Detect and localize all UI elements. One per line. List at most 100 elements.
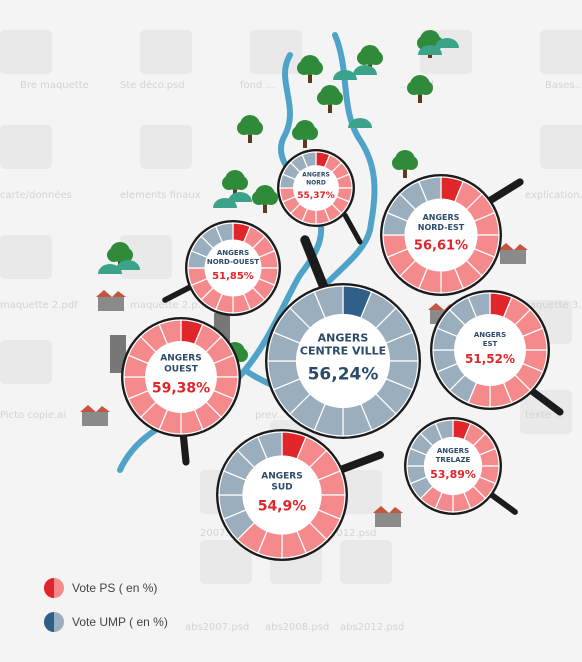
background-file-icon bbox=[200, 540, 252, 584]
district-name: ANGERS bbox=[423, 213, 460, 222]
background-file-label: 2012.psd bbox=[330, 528, 377, 539]
decorative-layer bbox=[80, 30, 528, 527]
background-file-icon bbox=[140, 30, 192, 74]
tree-icon bbox=[407, 75, 433, 103]
gauge-center bbox=[454, 314, 526, 386]
river bbox=[322, 32, 378, 288]
background-file-icon bbox=[0, 125, 52, 169]
background-file-label: abs2008.psd bbox=[265, 622, 329, 633]
hill-icon bbox=[418, 45, 442, 55]
background-file-icon bbox=[0, 340, 52, 384]
gauge-center bbox=[296, 314, 390, 408]
background-file-label: explication... bbox=[525, 190, 582, 201]
background-file-label: maquette 2.p... bbox=[130, 300, 207, 311]
district-name: ANGERS bbox=[318, 331, 369, 344]
hill-icon bbox=[98, 264, 122, 274]
ps-swatch-icon bbox=[44, 578, 64, 598]
legend-ump-label: Vote UMP ( en %) bbox=[72, 615, 168, 629]
gauge-center bbox=[293, 165, 339, 211]
background-file-icon bbox=[0, 235, 52, 279]
tree-icon bbox=[292, 120, 318, 148]
background-file-label: Bre maquette bbox=[20, 80, 89, 91]
district-name: EST bbox=[483, 340, 498, 348]
house-icon bbox=[96, 290, 126, 311]
tower-icon bbox=[110, 335, 126, 373]
magnifier-handle bbox=[179, 428, 190, 466]
background-file-icon bbox=[540, 30, 582, 74]
background-file-icon bbox=[520, 390, 572, 434]
tree-icon bbox=[237, 115, 263, 143]
background-file-icon bbox=[340, 540, 392, 584]
background-file-label: 2007... bbox=[200, 528, 235, 539]
background-file-icon bbox=[0, 30, 52, 74]
tree-icon bbox=[392, 150, 418, 178]
district-name: NORD bbox=[306, 179, 326, 186]
background-file-label: carte/données bbox=[0, 189, 72, 201]
gauge-center bbox=[405, 199, 477, 271]
district-gauges: ANGERSNORD55,37%ANGERSNORD-EST56,61%ANGE… bbox=[121, 149, 564, 561]
district-name: NORD-EST bbox=[418, 223, 465, 232]
background-file-icon bbox=[250, 30, 302, 74]
district-name: ANGERS bbox=[474, 331, 506, 339]
magnifier-handle bbox=[300, 235, 330, 295]
background-file-label: texte ... bbox=[525, 410, 564, 421]
background-file-label: Ste déco.psd bbox=[120, 79, 185, 91]
hill-icon bbox=[333, 70, 357, 80]
district-value: 51,52% bbox=[465, 352, 515, 366]
district-value: 51,85% bbox=[212, 271, 254, 282]
background-file-label: Bases... desssins bbox=[545, 80, 582, 91]
district-name: ANGERS bbox=[261, 472, 302, 482]
gauge-center bbox=[145, 341, 217, 413]
district-name: CENTRE VILLE bbox=[300, 344, 386, 357]
background-file-label: maquette 2.pdf bbox=[0, 300, 78, 311]
legend-ump: Vote UMP ( en %) bbox=[44, 612, 168, 632]
district-value: 55,37% bbox=[297, 191, 335, 201]
background-file-label: fond ... bbox=[240, 80, 275, 91]
background-file-label: abs2007.psd bbox=[185, 622, 249, 633]
district-name: ANGERS bbox=[160, 354, 201, 364]
district-name: SUD bbox=[271, 483, 292, 493]
background-file-label: elements finaux bbox=[120, 190, 201, 201]
magnifier-handle bbox=[336, 451, 384, 474]
hill-icon bbox=[116, 260, 140, 270]
background-file-icon bbox=[140, 125, 192, 169]
background-file-icon bbox=[540, 125, 582, 169]
district-name: ANGERS bbox=[302, 171, 330, 178]
hill-icon bbox=[353, 65, 377, 75]
hill-icon bbox=[213, 198, 237, 208]
gauge-center bbox=[424, 437, 482, 495]
gauge-center bbox=[205, 240, 261, 296]
legend-ps-label: Vote PS ( en %) bbox=[72, 581, 158, 595]
district-name: ANGERS bbox=[217, 249, 249, 257]
district-value: 59,38% bbox=[152, 380, 210, 396]
district-value: 54,9% bbox=[258, 498, 307, 514]
district-name: NORD-OUEST bbox=[207, 258, 260, 266]
magnifier-handle bbox=[342, 212, 363, 245]
tree-icon bbox=[317, 85, 343, 113]
tree-icon bbox=[222, 170, 248, 198]
background-file-label: abs2012.psd bbox=[340, 622, 404, 633]
ump-swatch-icon bbox=[44, 612, 64, 632]
hill-icon bbox=[435, 38, 459, 48]
district-name: TRELAZE bbox=[436, 456, 471, 464]
district-value: 53,89% bbox=[430, 468, 476, 481]
district-value: 56,61% bbox=[414, 238, 468, 253]
gauge-center bbox=[242, 455, 322, 535]
hill-icon bbox=[348, 118, 372, 128]
tree-icon bbox=[252, 185, 278, 213]
legend-ps: Vote PS ( en %) bbox=[44, 578, 157, 598]
district-name: OUEST bbox=[164, 365, 199, 375]
district-value: 56,24% bbox=[308, 365, 379, 385]
district-name: ANGERS bbox=[437, 447, 469, 455]
